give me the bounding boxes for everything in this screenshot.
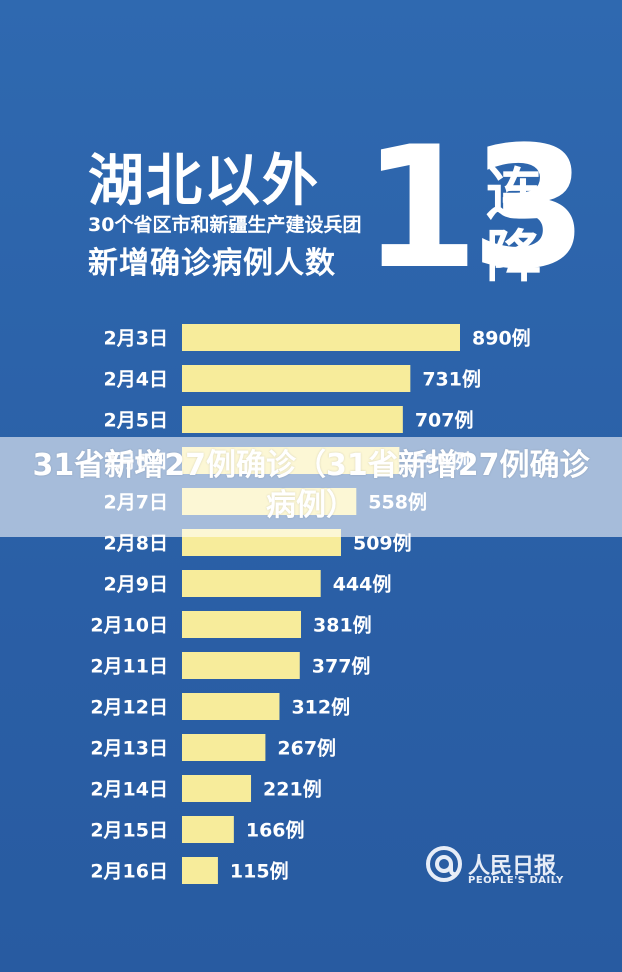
chart-subtitle: 30个省区市和新疆生产建设兵团	[88, 214, 362, 236]
value-label: 115例	[230, 860, 289, 883]
value-label: 381例	[313, 614, 372, 637]
caption-overlay	[0, 437, 622, 537]
people-daily-logo: 人民日报 PEOPLE'S DAILY	[424, 842, 584, 890]
bar	[182, 570, 321, 597]
value-label: 312例	[291, 696, 350, 719]
value-label: 377例	[312, 655, 371, 678]
caption-text: 31省新增27例确诊（31省新增27例确诊病例）	[32, 448, 590, 523]
bar	[182, 324, 460, 351]
category-label: 2月4日	[104, 369, 168, 391]
value-label: 444例	[333, 573, 392, 596]
bar	[182, 775, 252, 802]
category-label: 2月11日	[90, 656, 168, 678]
category-label: 2月10日	[90, 615, 168, 637]
category-label: 2月12日	[90, 697, 168, 719]
logo-english: PEOPLE'S DAILY	[468, 875, 564, 886]
bar	[182, 734, 266, 761]
tag-bottom: 降	[486, 225, 542, 290]
value-label: 166例	[246, 819, 305, 842]
value-label: 221例	[263, 778, 322, 801]
tag-top: 连	[486, 163, 542, 228]
value-label: 731例	[422, 368, 481, 391]
category-label: 2月14日	[90, 779, 168, 801]
bar	[182, 693, 280, 720]
category-label: 2月3日	[104, 328, 168, 350]
value-label: 890例	[472, 327, 531, 350]
logo-name: 人民日报	[468, 854, 557, 879]
big-number: 13	[362, 110, 588, 306]
bar	[182, 652, 300, 679]
category-label: 2月8日	[104, 533, 168, 555]
value-label: 707例	[415, 409, 474, 432]
bar	[182, 857, 218, 884]
bar	[182, 816, 234, 843]
category-label: 2月5日	[104, 410, 168, 432]
bar	[182, 406, 403, 433]
chart-title: 湖北以外	[88, 149, 320, 214]
category-label: 2月9日	[104, 574, 168, 596]
chart-metric-label: 新增确诊病例人数	[88, 246, 336, 281]
bar	[182, 611, 302, 638]
category-label: 2月15日	[90, 820, 168, 842]
value-label: 509例	[353, 532, 412, 555]
value-label: 267例	[277, 737, 336, 760]
category-label: 2月13日	[90, 738, 168, 760]
at-sign-icon	[426, 846, 462, 882]
bar	[182, 365, 411, 392]
category-label: 2月16日	[90, 861, 168, 883]
